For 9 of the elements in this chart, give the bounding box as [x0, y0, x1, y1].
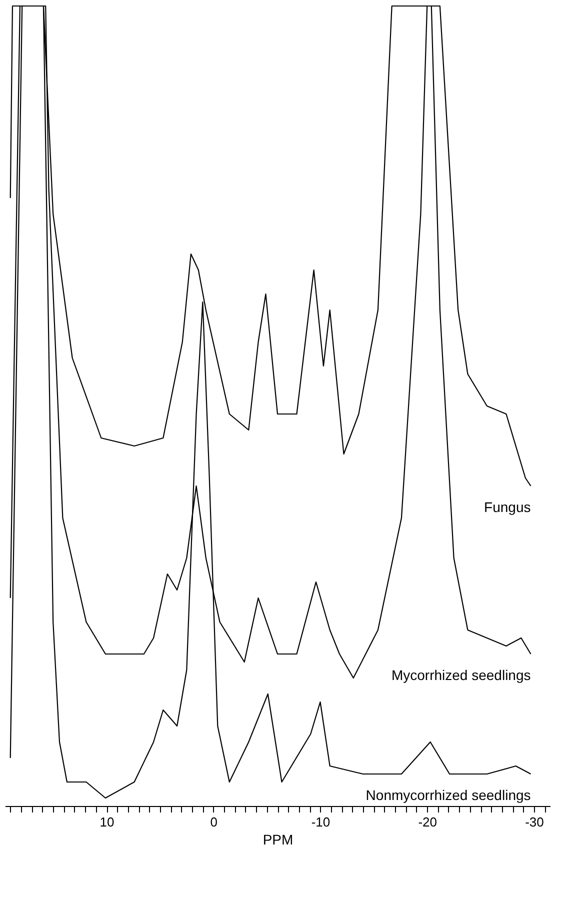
x-tick-label: -30: [525, 814, 544, 830]
x-tick-label: -10: [311, 814, 330, 830]
x-tick-label: -20: [418, 814, 438, 830]
x-tick-label: 0: [210, 814, 218, 830]
x-tick-label: 10: [100, 814, 114, 830]
series-label: Fungus: [484, 499, 531, 515]
series-label: Nonmycorrhized seedlings: [366, 787, 531, 803]
series-label: Mycorrhized seedlings: [391, 667, 531, 683]
x-axis-title: PPM: [262, 832, 294, 848]
